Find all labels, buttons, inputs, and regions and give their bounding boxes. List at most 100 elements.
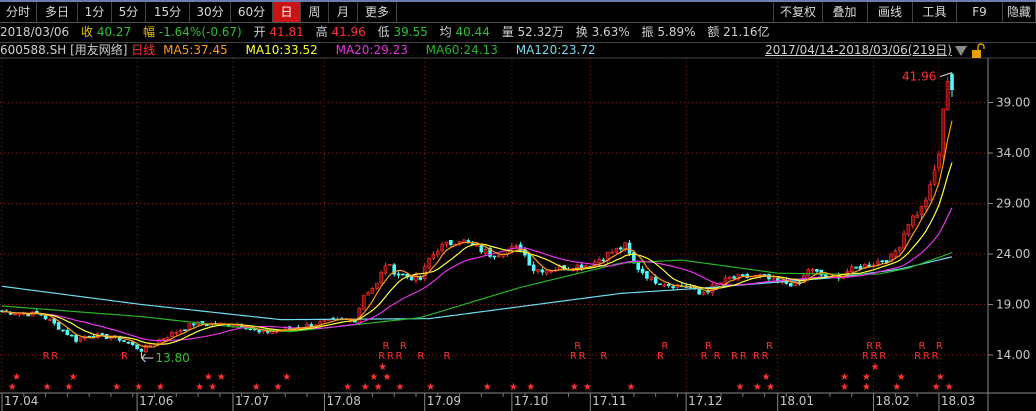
candle-body: [684, 285, 688, 288]
r-marker: R: [914, 351, 921, 362]
candle-body: [174, 332, 179, 334]
candle-body: [645, 271, 649, 279]
candle-body: [754, 274, 758, 277]
candle-body: [653, 276, 658, 284]
candle-body: [492, 255, 497, 258]
tab-9[interactable]: 月: [329, 2, 358, 22]
star-marker: ★: [195, 382, 204, 393]
candle-body: [806, 269, 810, 277]
candle-body: [122, 340, 126, 342]
candle-body: [449, 240, 453, 245]
candle-body: [318, 321, 322, 326]
turnover-value: 3.63%: [591, 25, 630, 39]
r-marker: R: [753, 351, 760, 362]
candle-body: [666, 284, 671, 286]
candle-body: [422, 266, 427, 279]
candle-body: [675, 284, 680, 288]
candle-body: [135, 344, 139, 350]
x-tick-label: 17.08: [326, 394, 360, 408]
candle-body: [549, 270, 553, 273]
candle-body: [26, 313, 30, 317]
tab-3[interactable]: 5分: [112, 2, 146, 22]
quote-info-bar: 2018/03/06 收 40.27 幅 -1.64%(-0.67) 开 41.…: [0, 23, 1036, 43]
star-marker: ★: [282, 372, 291, 383]
candle-body: [213, 323, 218, 325]
candle-body: [117, 335, 122, 341]
r-marker: R: [417, 351, 424, 362]
candle-body: [531, 264, 536, 271]
r-marker: R: [936, 341, 943, 352]
candle-body: [161, 338, 166, 340]
star-marker: ★: [570, 382, 579, 393]
date-range-link[interactable]: 2017/04/14-2018/03/06(219日): [765, 43, 952, 57]
candle-body: [527, 253, 532, 266]
high-mark-label: 41.96: [902, 70, 936, 84]
tool-tab-2[interactable]: 画线: [868, 2, 913, 22]
candle-body: [928, 184, 933, 201]
tab-4[interactable]: 15分: [146, 2, 190, 22]
candle-body: [401, 273, 405, 276]
tool-tab-1[interactable]: 叠加: [822, 2, 868, 22]
y-tick-label: 39.00: [996, 96, 1030, 110]
candle-body: [884, 260, 889, 263]
tool-tab-5[interactable]: 隐藏: [1003, 2, 1036, 22]
low-mark-label: 13.80: [155, 351, 189, 365]
candle-body: [727, 276, 732, 280]
candle-body: [274, 330, 279, 333]
low-mark-arrow: [140, 353, 146, 363]
candle-body: [610, 252, 614, 254]
star-marker: ★: [204, 372, 213, 383]
candle-body: [331, 317, 335, 320]
tab-1[interactable]: 多日: [37, 2, 78, 22]
tab-2[interactable]: 1分: [78, 2, 112, 22]
candle-body: [344, 318, 349, 320]
candle-body: [209, 323, 213, 327]
tab-5[interactable]: 30分: [190, 2, 231, 22]
x-tick-label: 18.02: [876, 394, 910, 408]
candle-body: [510, 246, 514, 250]
candle-body: [710, 284, 715, 294]
candle-body: [562, 265, 566, 271]
tab-0[interactable]: 分时: [0, 2, 37, 22]
candle-body: [409, 276, 414, 281]
tool-tab-0[interactable]: 不复权: [773, 2, 823, 22]
tab-10[interactable]: 更多: [358, 2, 397, 22]
star-marker: ★: [509, 382, 518, 393]
x-tick-label: 17.04: [4, 394, 38, 408]
x-tick-label: 17.11: [592, 394, 626, 408]
r-marker: R: [382, 341, 389, 352]
candle-body: [945, 80, 950, 111]
candle-body: [597, 259, 601, 263]
avg-value: 40.44: [455, 25, 490, 39]
r-marker: R: [574, 341, 581, 352]
candle-body: [222, 323, 227, 325]
candle-body: [270, 330, 274, 334]
candle-body: [854, 266, 858, 269]
tab-6[interactable]: 60分: [231, 2, 273, 22]
candle-body: [475, 244, 479, 247]
star-marker: ★: [156, 382, 165, 393]
candle-body: [575, 264, 580, 271]
tab-8[interactable]: 周: [301, 2, 329, 22]
candle-body: [858, 265, 863, 270]
r-marker: R: [731, 351, 738, 362]
candle-body: [771, 277, 776, 280]
star-marker: ★: [396, 382, 405, 393]
tool-tab-3[interactable]: 工具: [913, 2, 957, 22]
candle-body: [924, 199, 928, 208]
candle-body: [104, 333, 109, 339]
tool-tab-4[interactable]: F9: [957, 2, 1003, 22]
candle-body: [736, 274, 741, 280]
r-marker: R: [387, 351, 394, 362]
star-marker: ★: [871, 362, 880, 373]
tab-7[interactable]: 日: [273, 2, 301, 22]
star-marker: ★: [735, 382, 744, 393]
candle-body: [357, 307, 362, 324]
candle-body: [109, 337, 113, 340]
candle-body: [187, 323, 192, 330]
candle-body: [87, 336, 91, 338]
avg-label: 均: [439, 25, 452, 39]
candle-body: [152, 343, 157, 346]
candle-body: [69, 334, 74, 337]
